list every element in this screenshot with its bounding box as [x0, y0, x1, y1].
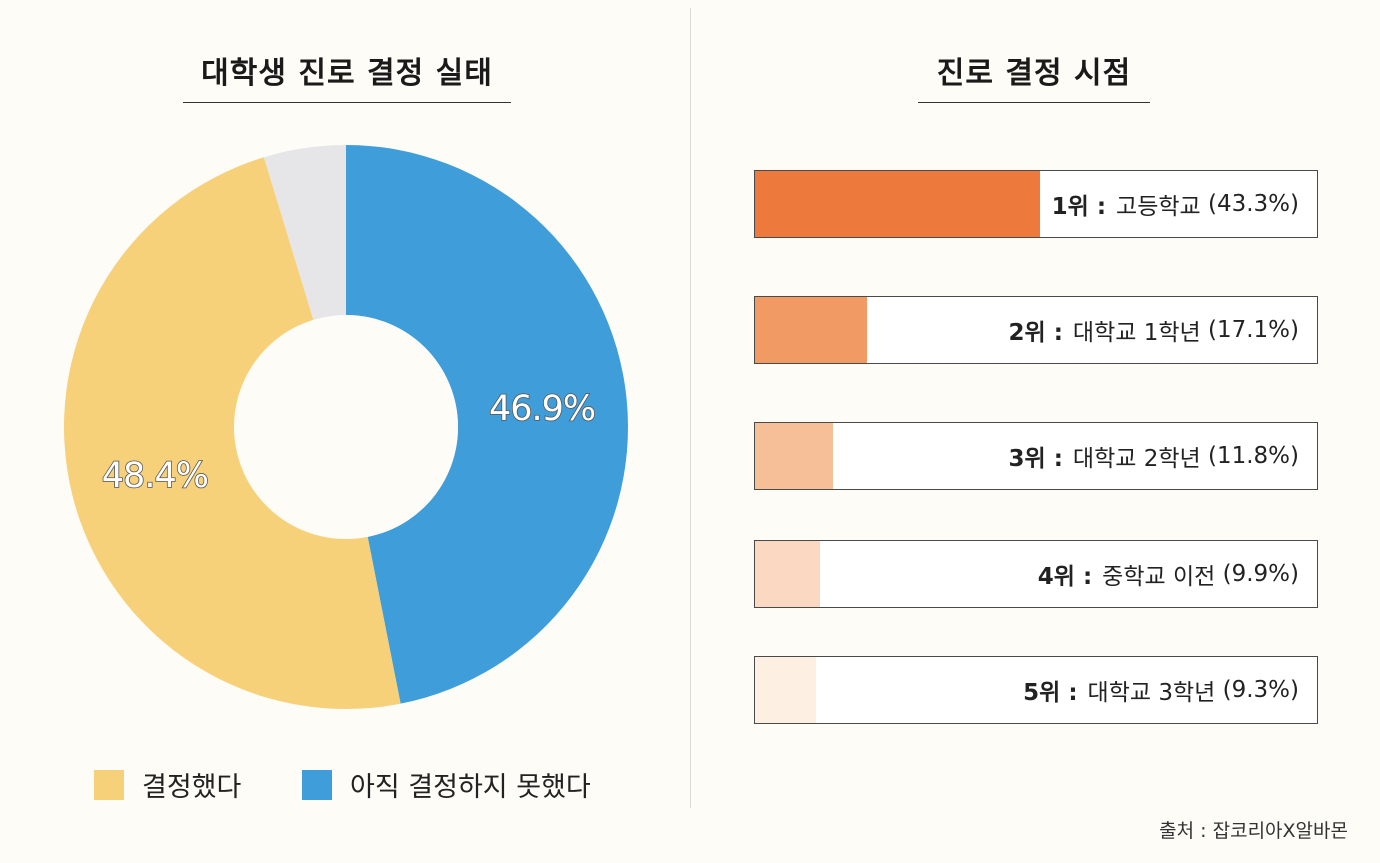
bar-label: 5위 : 대학교 3학년 (9.3%) [1023, 657, 1299, 723]
legend-item-undecided: 아직 결정하지 못했다 [302, 765, 591, 804]
bar-rank: 4위 : [1037, 564, 1093, 590]
source-note: 출처 : 잡코리아X알바몬 [1159, 820, 1348, 842]
bar-rank: 1위 : [1051, 194, 1107, 220]
bar-value-label: (43.3%) [1207, 191, 1299, 217]
bar-fill [755, 297, 868, 363]
bar-label: 3위 : 대학교 2학년 (11.8%) [1009, 423, 1299, 489]
bar-rank: 3위 : [1008, 446, 1063, 472]
bar-label: 1위 : 고등학교 (43.3%) [1052, 171, 1299, 237]
pie-value-label-decided: 48.4% [102, 456, 208, 496]
legend-label-decided: 결정했다 [142, 772, 242, 803]
bar-row: 2위 : 대학교 1학년 (17.1%) [754, 296, 1318, 364]
pie-slice-other [263, 145, 346, 320]
bar-fill [755, 423, 833, 489]
bar-category-name: 고등학교 [1116, 194, 1201, 220]
bar-row: 3위 : 대학교 2학년 (11.8%) [754, 422, 1318, 490]
donut-hole [234, 315, 458, 539]
bar-row: 5위 : 대학교 3학년 (9.3%) [754, 656, 1318, 724]
bar-value-label: (17.1%) [1207, 317, 1299, 343]
bar-rank: 2위 : [1008, 320, 1063, 346]
bar-chart-title: 진로 결정 시점 [918, 48, 1150, 103]
bar-category-name: 대학교 1학년 [1072, 320, 1201, 346]
bar-rank: 5위 : [1023, 680, 1078, 706]
bar-category-name: 대학교 3학년 [1087, 680, 1216, 706]
legend-swatch-decided [94, 769, 124, 800]
bar-category-name: 대학교 2학년 [1072, 446, 1201, 472]
bar-label: 2위 : 대학교 1학년 (17.1%) [1009, 297, 1299, 363]
bar-fill [755, 171, 1040, 237]
panel-divider [690, 8, 691, 808]
bar-fill [755, 657, 817, 723]
donut-chart: 46.9% 48.4% [64, 145, 628, 709]
bar-row: 1위 : 고등학교 (43.3%) [754, 170, 1318, 238]
bar-fill [755, 541, 821, 607]
legend-swatch-undecided [302, 769, 332, 800]
pie-value-label-undecided: 46.9% [489, 389, 595, 429]
bar-category-name: 중학교 이전 [1102, 564, 1216, 590]
bar-row: 4위 : 중학교 이전 (9.9%) [754, 540, 1318, 608]
pie-chart-title: 대학생 진로 결정 실태 [183, 48, 511, 103]
legend-label-undecided: 아직 결정하지 못했다 [350, 772, 591, 803]
pie-slice-decided [64, 157, 401, 709]
bar-value-label: (9.3%) [1222, 677, 1299, 703]
legend-item-decided: 결정했다 [94, 765, 241, 804]
pie-slice-undecided [346, 145, 628, 704]
bar-value-label: (9.9%) [1222, 561, 1299, 587]
bar-value-label: (11.8%) [1207, 443, 1299, 469]
bar-label: 4위 : 중학교 이전 (9.9%) [1038, 541, 1299, 607]
